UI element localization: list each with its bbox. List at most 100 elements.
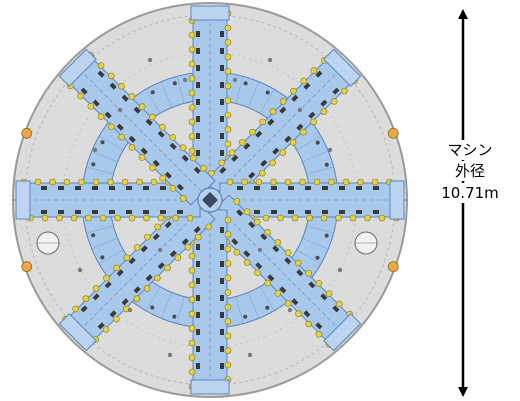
bit-lower — [181, 154, 189, 162]
ring-bolt — [172, 314, 177, 319]
disc-cutter — [289, 139, 297, 146]
disc-cutter — [279, 149, 287, 156]
ring-segment-line — [99, 249, 124, 265]
diameter-label-line-2: 外径 — [430, 161, 510, 181]
ring-segment-line — [306, 166, 334, 175]
bit-upper — [109, 310, 117, 318]
ring-segment-line — [302, 150, 329, 162]
disc-cutter — [295, 310, 302, 318]
disc-cutter — [63, 178, 71, 186]
disc-cutter — [259, 169, 266, 177]
ring-bolt — [324, 233, 329, 238]
disc-cutter — [195, 233, 202, 241]
bit-lower — [220, 31, 224, 37]
disc-cutter — [188, 267, 196, 274]
disc-cutter — [128, 144, 136, 151]
bit-upper — [196, 116, 200, 122]
bit-upper — [128, 135, 136, 143]
disc-cutter — [188, 252, 196, 260]
disc-cutter — [310, 118, 317, 126]
ring-bolt — [324, 162, 329, 167]
ring-bolt — [315, 255, 320, 260]
disc-cutter — [224, 53, 232, 61]
bit-upper — [272, 245, 280, 253]
bit-upper — [220, 363, 224, 369]
disc-cutter — [159, 123, 166, 131]
spoke-centerline — [75, 208, 202, 335]
bit-lower — [80, 305, 88, 313]
disc-cutter — [133, 244, 141, 251]
bit-lower — [284, 135, 292, 143]
bit-lower — [248, 171, 256, 179]
bit-lower — [272, 147, 280, 155]
disc-cutter — [138, 154, 146, 161]
ring-segment-line — [235, 296, 244, 324]
ring-segment-line — [86, 166, 114, 175]
disc-cutter — [97, 62, 105, 69]
disc-cutter — [357, 178, 364, 186]
disc-cutter — [72, 305, 79, 313]
disc-cutter — [70, 214, 78, 222]
wear-shoe — [21, 127, 33, 139]
bit-upper — [196, 31, 200, 37]
disc-cutter — [159, 174, 166, 182]
bit-lower — [322, 210, 328, 214]
disc-cutter — [224, 82, 232, 90]
disc-cutter — [224, 97, 232, 104]
disc-cutter — [128, 93, 136, 100]
disc-cutter — [188, 104, 196, 111]
bit-upper — [145, 274, 153, 282]
bit-lower — [356, 210, 362, 214]
face-bolt — [257, 247, 263, 253]
face-bolt — [117, 107, 123, 113]
bit-upper — [271, 186, 277, 190]
bit-upper — [260, 233, 268, 241]
disc-cutter — [149, 164, 156, 172]
spoke-arm — [58, 48, 216, 206]
disc-cutter — [305, 320, 312, 328]
bit-lower — [104, 281, 112, 289]
disc-cutter — [325, 290, 333, 297]
disc-cutter — [320, 108, 328, 115]
disc-cutter — [77, 92, 84, 100]
ring-segment-line — [296, 135, 321, 151]
bit-lower — [133, 106, 141, 114]
disc-cutter — [270, 178, 277, 186]
bit-lower — [220, 82, 224, 88]
disc-cutter — [224, 332, 232, 340]
disc-cutter — [249, 128, 256, 136]
bit-upper — [320, 293, 328, 301]
bit-lower — [315, 322, 323, 330]
bit-lower — [271, 210, 277, 214]
disc-cutter — [169, 134, 177, 141]
disc-cutter — [188, 89, 196, 97]
bit-upper — [296, 269, 304, 277]
disc-cutter — [224, 303, 232, 311]
spoke-centerline — [218, 208, 345, 335]
bit-lower — [220, 133, 224, 139]
spoke-tip — [190, 5, 230, 21]
ring-segment-line — [248, 292, 260, 319]
disc-cutter — [128, 214, 136, 222]
disc-cutter — [224, 216, 232, 224]
ring-segment-line — [306, 225, 334, 234]
disc-cutter — [218, 159, 225, 167]
disc-cutter — [114, 214, 121, 222]
disc-cutter — [315, 280, 323, 287]
spoke-tip — [58, 313, 97, 352]
ring-segment-line — [176, 76, 185, 104]
disc-cutter — [92, 285, 100, 292]
diameter-label-line-1: マシン — [430, 140, 510, 160]
face-bolt — [287, 307, 293, 313]
face-bolt — [327, 147, 333, 153]
ring-bolt — [150, 305, 155, 310]
bit-lower — [220, 116, 224, 122]
bit-upper — [288, 186, 294, 190]
bit-lower — [305, 210, 311, 214]
bit-lower — [303, 310, 311, 318]
disc-cutter — [188, 339, 196, 347]
bit-lower — [140, 245, 148, 253]
disc-cutter — [291, 214, 299, 222]
bit-upper — [97, 322, 105, 330]
